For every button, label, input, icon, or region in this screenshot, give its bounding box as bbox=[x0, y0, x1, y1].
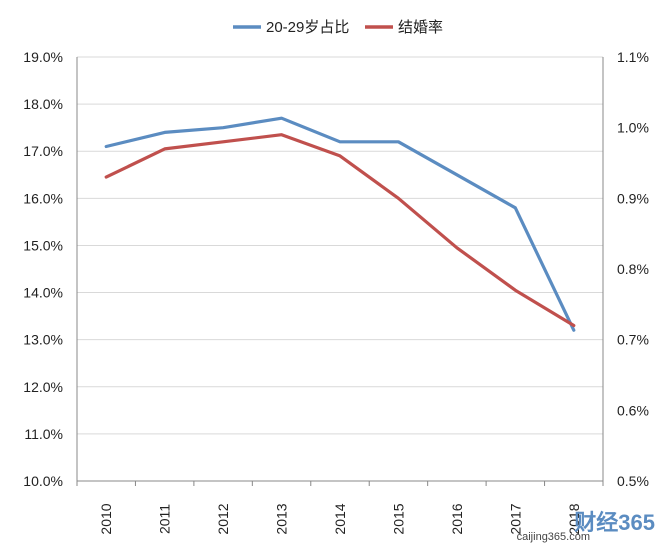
watermark-url: caijing365.com bbox=[517, 531, 590, 543]
left-tick-label: 13.0% bbox=[23, 332, 63, 348]
series-line-0 bbox=[104, 116, 576, 332]
legend: 20-29岁占比 结婚率 bbox=[233, 19, 443, 36]
right-tick-label: 1.0% bbox=[617, 120, 649, 136]
left-tick-label: 16.0% bbox=[23, 190, 63, 206]
left-tick-label: 14.0% bbox=[23, 285, 63, 301]
left-tick-label: 18.0% bbox=[23, 96, 63, 112]
watermark-brand: 财经365 bbox=[574, 510, 655, 535]
right-tick-label: 0.5% bbox=[617, 473, 649, 489]
right-tick-label: 0.8% bbox=[617, 261, 649, 277]
left-tick-label: 11.0% bbox=[24, 426, 63, 442]
right-tick-label: 1.1% bbox=[617, 49, 649, 65]
watermark: caijing365.com 财经365 bbox=[517, 510, 655, 543]
plot-frame bbox=[76, 57, 604, 486]
left-tick-label: 19.0% bbox=[23, 49, 63, 65]
right-tick-label: 0.9% bbox=[617, 190, 649, 206]
x-tick-label: 2011 bbox=[157, 504, 173, 534]
x-axis-ticks: 2010 2011 2012 2013 2014 2015 2016 2017 2018 bbox=[98, 503, 582, 534]
right-axis-ticks: 1.1% 1.0% 0.9% 0.8% 0.7% 0.6% 0.5% bbox=[617, 49, 649, 489]
x-tick-label: 2016 bbox=[449, 503, 465, 534]
legend-label: 结婚率 bbox=[398, 19, 443, 36]
x-tick-label: 2018 bbox=[566, 503, 582, 534]
series-line-1 bbox=[104, 133, 576, 328]
x-tick-label: 2013 bbox=[274, 503, 290, 534]
left-tick-label: 15.0% bbox=[23, 237, 63, 253]
right-tick-label: 0.7% bbox=[617, 332, 649, 348]
legend-label: 20-29岁占比 bbox=[266, 19, 349, 36]
x-tick-label: 2014 bbox=[332, 503, 348, 534]
x-tick-label: 2012 bbox=[215, 503, 231, 534]
x-tick-label: 2010 bbox=[98, 503, 114, 534]
x-tick-label: 2015 bbox=[390, 503, 406, 534]
left-tick-label: 17.0% bbox=[23, 143, 63, 159]
right-tick-label: 0.6% bbox=[617, 402, 649, 418]
left-tick-label: 10.0% bbox=[23, 473, 63, 489]
gridlines bbox=[77, 56, 603, 482]
left-tick-label: 12.0% bbox=[23, 379, 63, 395]
left-axis-ticks: 19.0% 18.0% 17.0% 16.0% 15.0% 14.0% 13.0% 12.0%… bbox=[23, 49, 63, 489]
series-group bbox=[104, 116, 576, 332]
x-tick-label: 2017 bbox=[507, 503, 523, 534]
